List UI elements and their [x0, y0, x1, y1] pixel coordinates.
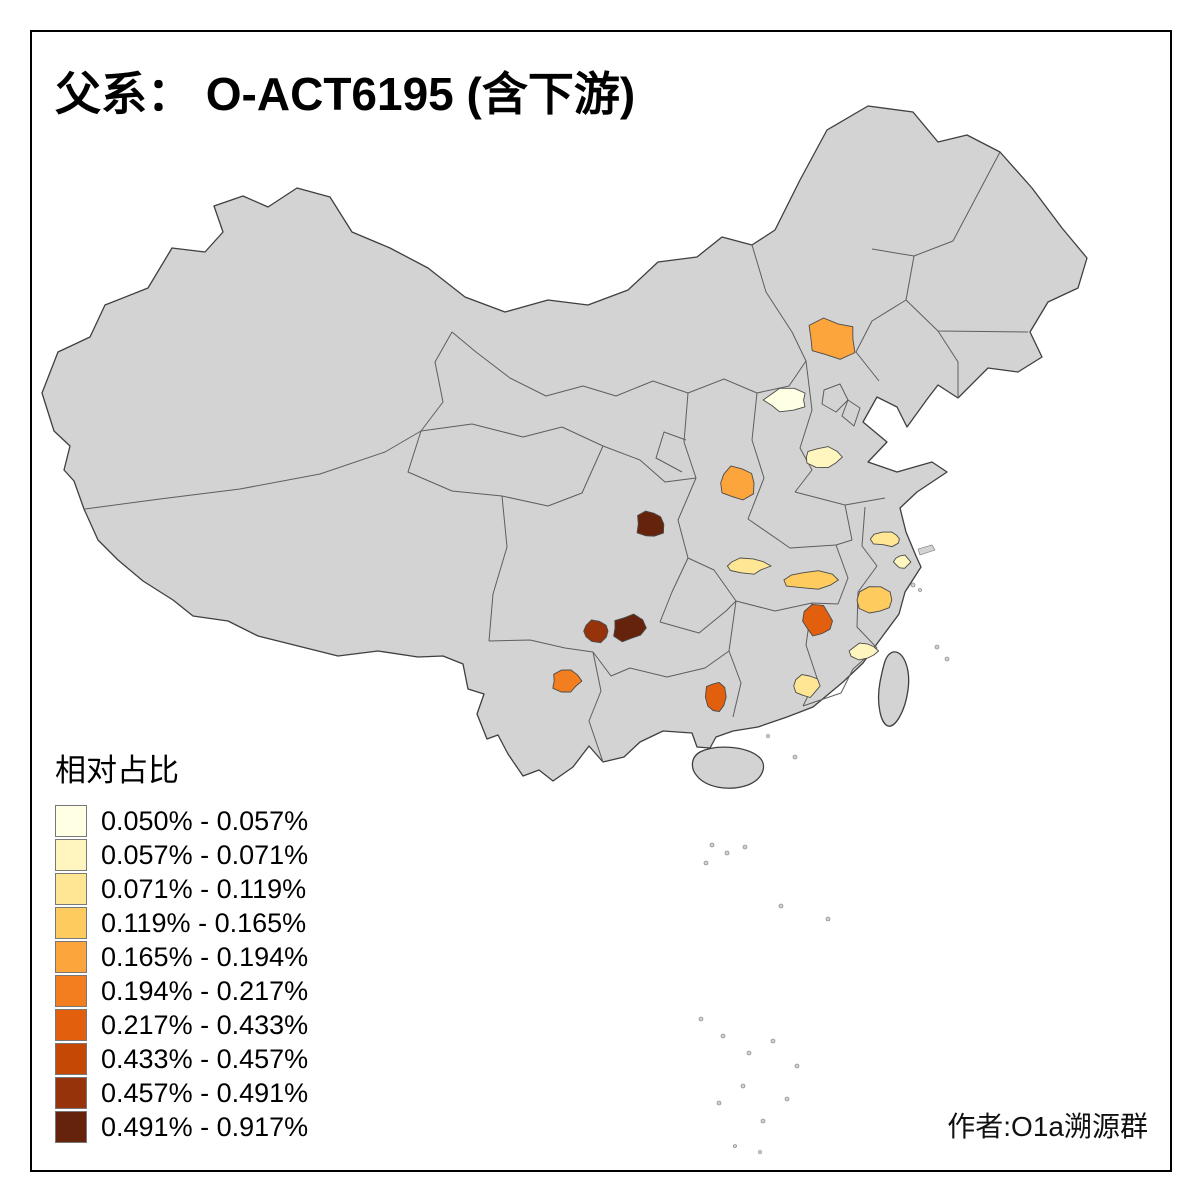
map-region-9: [892, 554, 912, 569]
legend-label: 0.057% - 0.071%: [101, 840, 309, 870]
sea-islands: [698, 582, 950, 1154]
map-region-2: [762, 387, 806, 413]
map-region-12: [583, 619, 609, 644]
legend-label: 0.457% - 0.491%: [101, 1078, 309, 1108]
plot-frame: [30, 30, 1172, 1172]
legend-swatch: [55, 1043, 87, 1075]
legend-row: 0.119% - 0.165%: [55, 906, 308, 940]
map-region-1: [808, 317, 856, 360]
legend-row: 0.071% - 0.119%: [55, 872, 308, 906]
map-region-6: [726, 557, 772, 575]
legend-row: 0.165% - 0.194%: [55, 940, 308, 974]
map-region-16: [793, 674, 821, 698]
legend-label: 0.217% - 0.433%: [101, 1010, 309, 1040]
legend: 相对占比 0.050% - 0.057% 0.057% - 0.071% 0.071…: [55, 745, 308, 1144]
legend-row: 0.457% - 0.491%: [55, 1076, 308, 1110]
map-region-17: [848, 642, 880, 661]
map-region-3: [805, 446, 843, 469]
map-region-14: [552, 669, 583, 693]
province-borders: [84, 151, 1029, 763]
legend-swatch: [55, 1077, 87, 1109]
legend-label: 0.071% - 0.119%: [101, 874, 307, 904]
map-region-11: [802, 603, 833, 637]
legend-swatch: [55, 1111, 87, 1143]
taiwan-island: [877, 651, 910, 727]
legend-swatch: [55, 975, 87, 1007]
map-region-7: [783, 570, 839, 590]
map-region-10: [856, 586, 893, 614]
legend-label: 0.491% - 0.917%: [101, 1112, 309, 1142]
legend-swatch: [55, 805, 87, 837]
legend-label: 0.050% - 0.057%: [101, 806, 309, 836]
legend-swatch: [55, 941, 87, 973]
hainan-island: [691, 746, 765, 789]
legend-row: 0.491% - 0.917%: [55, 1110, 308, 1144]
legend-row: 0.057% - 0.071%: [55, 838, 308, 872]
map-title: 父系： O-ACT6195 (含下游): [55, 68, 636, 120]
map-region-15: [704, 681, 727, 713]
map-region-5: [636, 510, 665, 537]
legend-label: 0.194% - 0.217%: [101, 976, 309, 1006]
map-region-13: [613, 613, 647, 643]
legend-rows: 0.050% - 0.057% 0.057% - 0.071% 0.071% - 0…: [55, 804, 308, 1144]
highlighted-regions: [552, 317, 912, 713]
legend-row: 0.050% - 0.057%: [55, 804, 308, 838]
legend-swatch: [55, 839, 87, 871]
legend-label: 0.165% - 0.194%: [101, 942, 309, 972]
legend-label: 0.119% - 0.165%: [101, 908, 307, 938]
legend-row: 0.217% - 0.433%: [55, 1008, 308, 1042]
author-credit: 作者:O1a溯源群: [947, 1111, 1148, 1142]
legend-label: 0.433% - 0.457%: [101, 1044, 309, 1074]
legend-swatch: [55, 907, 87, 939]
legend-row: 0.194% - 0.217%: [55, 974, 308, 1008]
map-region-4: [720, 465, 755, 501]
chongming-island: [917, 544, 936, 556]
legend-title: 相对占比: [55, 753, 179, 788]
legend-swatch: [55, 873, 87, 905]
map-region-8: [869, 531, 900, 548]
legend-swatch: [55, 1009, 87, 1041]
legend-row: 0.433% - 0.457%: [55, 1042, 308, 1076]
